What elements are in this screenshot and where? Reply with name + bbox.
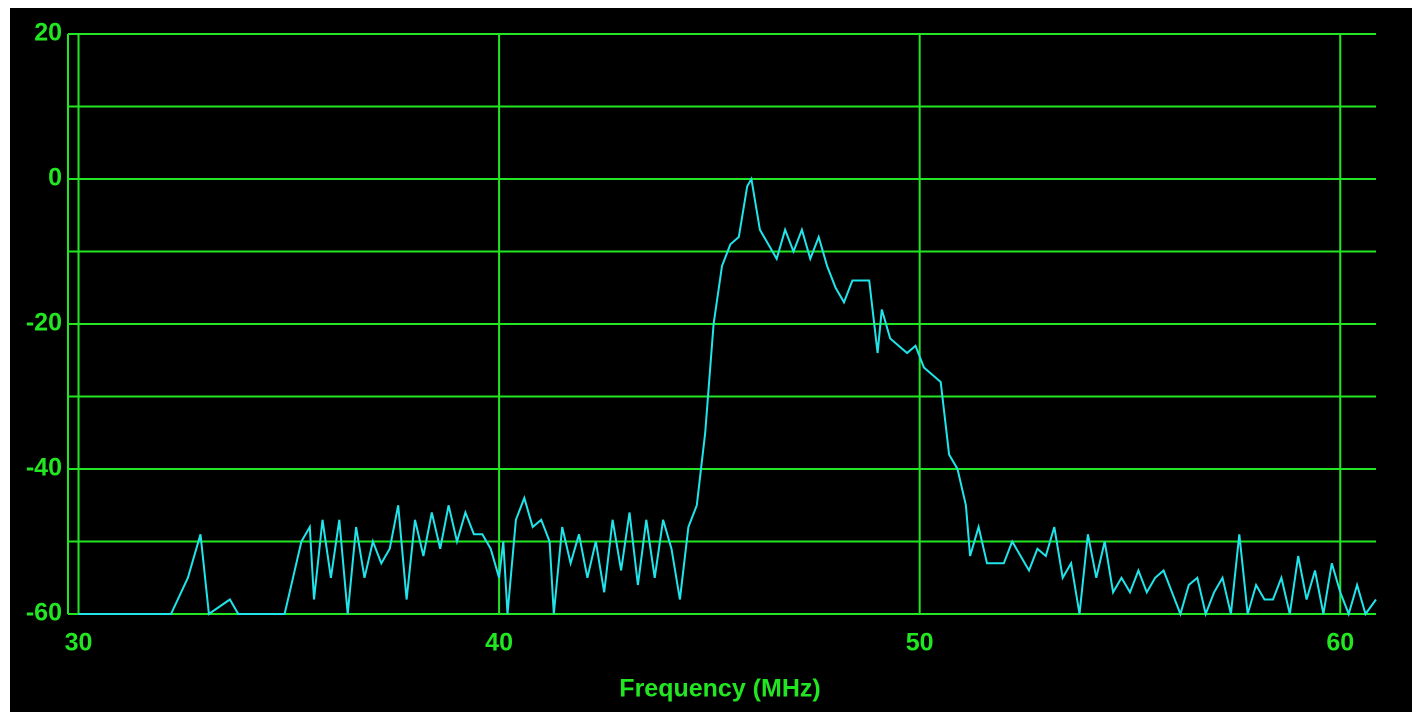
y-tick-label: 0 <box>48 164 62 192</box>
y-tick-label: -60 <box>26 599 62 627</box>
y-tick-label: -40 <box>26 454 62 482</box>
x-tick-label: 40 <box>485 629 513 657</box>
x-axis-label: Frequency (MHz) <box>619 675 820 703</box>
y-tick-label: 20 <box>34 19 62 47</box>
x-tick-label: 50 <box>906 629 934 657</box>
y-tick-label: -20 <box>26 309 62 337</box>
x-tick-label: 60 <box>1326 629 1354 657</box>
spectrum-line <box>78 176 1377 618</box>
x-tick-label: 30 <box>65 629 93 657</box>
